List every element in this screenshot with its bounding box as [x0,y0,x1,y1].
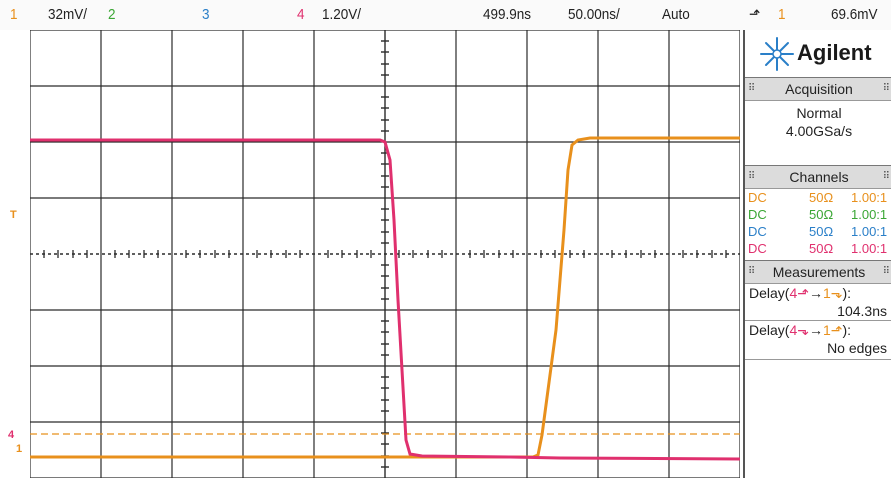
ch1-waveform [30,136,740,459]
ch3-impedance: 50Ω [809,224,834,239]
ch1-probe: 1.00:1 [851,190,888,205]
ch2-probe: 1.00:1 [851,207,888,222]
trigger-mode[interactable]: Auto [662,6,690,23]
ch4-ground-marker[interactable]: 4 [8,429,15,441]
ch3-label[interactable]: 3 [202,6,210,23]
measurement-1[interactable]: Delay(4⬏→1⬎): 104.3ns [745,284,891,320]
measurements-divider [745,359,891,360]
measurement-2[interactable]: Delay(4⬎→1⬏): No edges [745,320,891,357]
measurements-title: Measurements [772,264,866,280]
acquisition-title: Acquisition [785,81,853,97]
measurement-2-suffix: ): [842,322,852,338]
waveform-display[interactable]: T 4 1 [8,30,740,478]
arrow-icon: → [808,285,823,301]
ch1-coupling: DC [748,190,767,205]
trigger-source[interactable]: 1 [778,6,786,23]
ch4-impedance: 50Ω [809,241,834,256]
ch1-scale[interactable]: 32mV/ [48,6,88,23]
ch1-label[interactable]: 1 [10,6,18,23]
acquisition-section[interactable]: ⠿ Acquisition ⠿ Normal 4.00GSa/s [745,77,891,140]
measurement-2-from: 4⬎ [789,322,809,338]
channel-row-4[interactable]: DC 50Ω 1.00:1 [745,240,891,257]
acquisition-mode: Normal [796,105,842,121]
horizontal-delay[interactable]: 499.9ns [483,6,532,23]
measurement-1-from: 4⬏ [789,285,809,301]
side-panel: Agilent ⠿ Acquisition ⠿ Normal 4.00GSa/s… [743,30,891,478]
measurement-2-prefix: Delay( [749,322,790,338]
center-horizontal-axis [30,250,740,258]
measurements-header[interactable]: ⠿ Measurements ⠿ [745,260,891,284]
spark-icon [760,37,794,71]
sample-rate: 4.00GSa/s [785,123,853,139]
measurement-1-suffix: ): [842,285,852,301]
grip-icon: ⠿ [882,83,890,94]
trigger-level[interactable]: 69.6mV [831,6,878,23]
ch3-coupling: DC [748,224,767,239]
grip-icon: ⠿ [882,171,890,182]
grip-icon: ⠿ [748,83,756,94]
trigger-edge-icon[interactable]: ⬏ [749,6,761,23]
channel-row-1[interactable]: DC 50Ω 1.00:1 [745,189,891,206]
status-bar: 1 32mV/ 2 3 4 1.20V/ 499.9ns 50.00ns/ Au… [0,0,891,30]
channel-row-3[interactable]: DC 50Ω 1.00:1 [745,223,891,240]
grip-icon: ⠿ [748,266,756,277]
measurement-2-value: No edges [827,340,887,356]
measurement-1-to: 1⬎ [822,285,843,301]
ch4-probe: 1.00:1 [851,241,888,256]
ch2-label[interactable]: 2 [108,6,116,23]
channels-header[interactable]: ⠿ Channels ⠿ [745,165,891,189]
arrow-icon: → [808,322,823,338]
ch4-coupling: DC [748,241,767,256]
trigger-marker[interactable]: T [10,209,17,221]
channels-title: Channels [789,169,849,185]
ch4-label[interactable]: 4 [297,6,305,23]
graticule [30,30,740,478]
channel-row-2[interactable]: DC 50Ω 1.00:1 [745,206,891,223]
ch4-scale[interactable]: 1.20V/ [322,6,362,23]
ch4-waveform [30,138,740,461]
measurement-1-value: 104.3ns [837,303,887,319]
measurement-2-to: 1⬏ [822,322,843,338]
ch2-impedance: 50Ω [809,207,834,222]
timebase-scale[interactable]: 50.00ns/ [568,6,620,23]
measurement-1-prefix: Delay( [749,285,790,301]
measurement-1-label: Delay(4⬏→1⬎): [749,284,891,302]
ch2-coupling: DC [748,207,767,222]
grip-icon: ⠿ [748,171,756,182]
channels-section[interactable]: ⠿ Channels ⠿ DC 50Ω 1.00:1 DC 50Ω 1.00:1… [745,165,891,257]
measurement-2-label: Delay(4⬎→1⬏): [749,321,891,339]
brand-logo: Agilent [745,30,891,76]
acquisition-header[interactable]: ⠿ Acquisition ⠿ [745,77,891,101]
ch1-impedance: 50Ω [809,190,834,205]
grip-icon: ⠿ [882,266,890,277]
measurements-section[interactable]: ⠿ Measurements ⠿ Delay(4⬏→1⬎): 104.3ns D… [745,260,891,360]
brand-name: Agilent [797,40,872,65]
ch3-probe: 1.00:1 [851,224,888,239]
ch1-ground-marker[interactable]: 1 [16,443,23,455]
